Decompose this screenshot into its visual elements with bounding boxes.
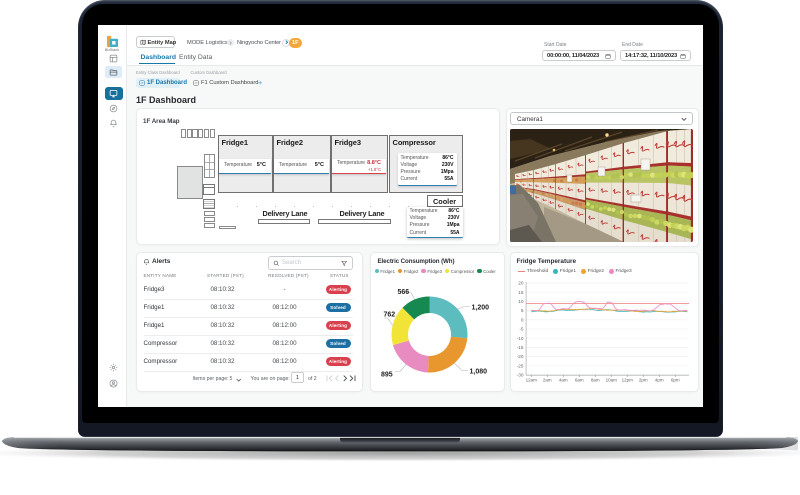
svg-text:-25: -25: [516, 363, 523, 368]
svg-text:1,200: 1,200: [471, 304, 489, 311]
svg-text:1,080: 1,080: [469, 368, 487, 375]
svg-text:762: 762: [383, 311, 395, 318]
svg-text:2pm: 2pm: [638, 377, 647, 382]
svg-text:5: 5: [520, 308, 523, 313]
svg-text:20: 20: [518, 280, 524, 285]
svg-text:12am: 12am: [525, 377, 537, 382]
svg-text:6pm: 6pm: [670, 377, 679, 382]
svg-text:-5: -5: [519, 326, 524, 331]
svg-text:4pm: 4pm: [654, 377, 663, 382]
svg-text:-10: -10: [516, 335, 523, 340]
svg-text:-15: -15: [516, 345, 523, 350]
svg-text:10am: 10am: [605, 377, 617, 382]
svg-text:-30: -30: [516, 372, 523, 377]
svg-text:566: 566: [397, 289, 409, 296]
svg-text:4am: 4am: [558, 377, 567, 382]
svg-text:895: 895: [381, 371, 393, 378]
svg-text:-20: -20: [516, 354, 523, 359]
svg-text:6am: 6am: [574, 377, 583, 382]
svg-text:15: 15: [518, 289, 524, 294]
svg-text:8am: 8am: [590, 377, 599, 382]
svg-text:10: 10: [518, 299, 524, 304]
svg-text:12pm: 12pm: [621, 377, 633, 382]
svg-text:0: 0: [520, 317, 523, 322]
svg-text:2am: 2am: [542, 377, 551, 382]
